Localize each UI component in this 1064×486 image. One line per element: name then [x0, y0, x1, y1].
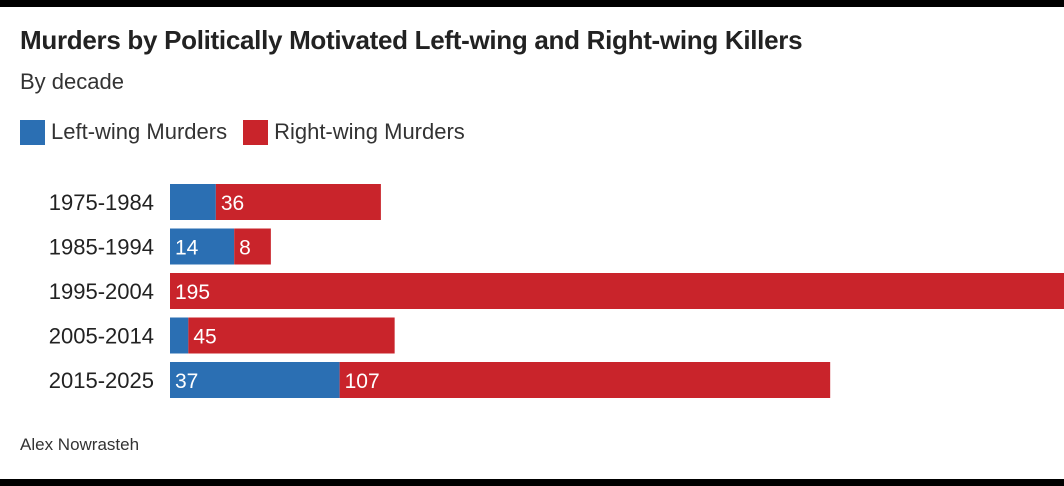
- category-label-1975-1984: 1975-1984: [49, 190, 154, 215]
- legend-swatch-right-wing: [243, 119, 269, 145]
- bar-right-wing-murders-2005-2014: [188, 317, 395, 354]
- data-label-right-wing-murders-2015-2025: 107: [345, 370, 380, 393]
- legend-label-right-wing: Right-wing Murders: [274, 119, 465, 144]
- legend-label-left-wing: Left-wing Murders: [51, 119, 228, 144]
- legend-item-right-wing: Right-wing Murders: [243, 119, 465, 145]
- category-label-1985-1994: 1985-1994: [49, 235, 154, 260]
- chart-subtitle: By decade: [20, 69, 124, 94]
- bar-right-wing-murders-2015-2025: [339, 362, 831, 398]
- chart-title: Murders by Politically Motivated Left-wi…: [20, 25, 803, 55]
- data-label-left-wing-murders-2015-2025: 37: [175, 370, 198, 393]
- data-label-right-wing-murders-2005-2014: 45: [193, 326, 216, 349]
- bar-chart: 1975-1984 36 1985-1994 14 8 1995-2004 195 2005-…: [49, 184, 1064, 398]
- category-label-1995-2004: 1995-2004: [49, 279, 154, 304]
- bar-left-wing-murders-1975-1984: [170, 184, 216, 220]
- bar-left-wing-murders-1985-1994: [170, 228, 235, 265]
- category-label-2015-2025: 2015-2025: [49, 368, 154, 393]
- bar-left-wing-murders-2015-2025: [170, 362, 340, 398]
- data-label-right-wing-murders-1995-2004: 195: [175, 281, 210, 304]
- bar-right-wing-murders-1975-1984: [215, 184, 381, 220]
- legend-item-left-wing: Left-wing Murders: [20, 119, 227, 145]
- chart-card: Murders by Politically Motivated Left-wi…: [0, 7, 1064, 479]
- bar-left-wing-murders-2005-2014: [170, 317, 189, 354]
- data-label-left-wing-murders-1985-1994: 14: [175, 237, 199, 260]
- chart-legend: Left-wing Murders Right-wing Murders: [20, 119, 481, 145]
- chart-source: Alex Nowrasteh: [20, 435, 140, 454]
- data-label-right-wing-murders-1975-1984: 36: [221, 192, 244, 215]
- bar-right-wing-murders-1985-1994: [234, 228, 271, 265]
- category-label-2005-2014: 2005-2014: [49, 324, 154, 349]
- data-label-right-wing-murders-1985-1994: 8: [239, 237, 251, 260]
- legend-swatch-left-wing: [20, 119, 45, 145]
- bar-right-wing-murders-1995-2004: [170, 273, 1064, 309]
